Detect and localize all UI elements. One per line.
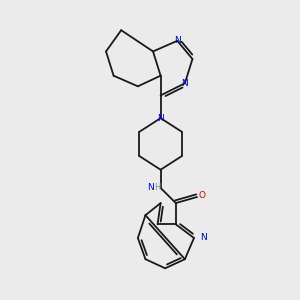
Text: N: N	[200, 233, 207, 242]
Text: N: N	[157, 114, 164, 123]
Text: H: H	[154, 183, 160, 192]
Text: N: N	[174, 36, 181, 45]
Text: O: O	[199, 191, 206, 200]
Text: N: N	[182, 79, 188, 88]
Text: N: N	[147, 183, 154, 192]
